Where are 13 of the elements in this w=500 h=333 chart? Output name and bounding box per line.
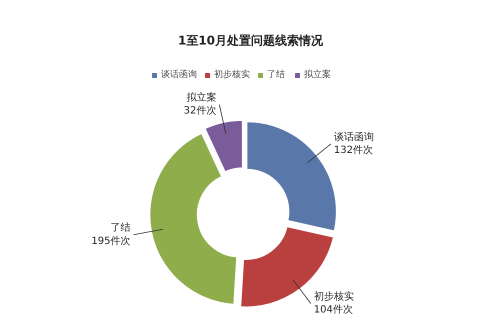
slice-label: 了结 [110, 222, 130, 234]
slice-label: 拟立案 [186, 92, 216, 104]
slice-label: 谈话函询 [334, 130, 374, 143]
data-label: 32件次 [184, 106, 216, 117]
slice-label: 初步核实 [314, 290, 354, 302]
data-label: 195件次 [91, 236, 130, 247]
data-label: 104件次 [314, 304, 353, 316]
chart-title: 1至10月处置问题线索情况 [178, 34, 324, 48]
legend-label: 拟立案 [304, 68, 331, 81]
legend-label: 谈话函询 [161, 68, 197, 81]
data-label: 132件次 [334, 145, 374, 156]
legend-label: 初步核实 [214, 68, 250, 81]
legend-label: 了结 [267, 68, 286, 81]
